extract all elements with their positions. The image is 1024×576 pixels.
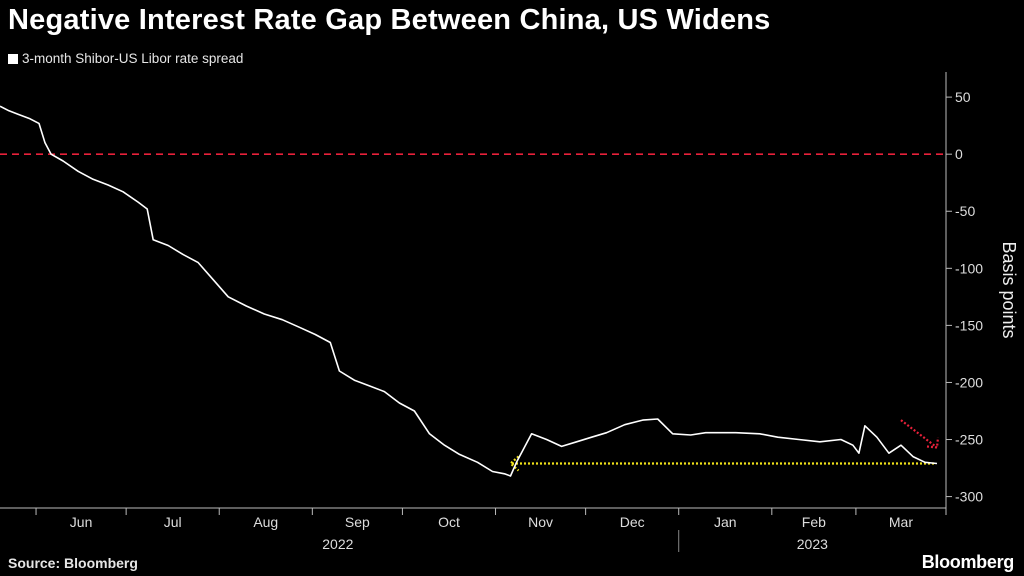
yellow-arrowhead (508, 455, 520, 472)
x-tick-label: Nov (528, 514, 553, 530)
source-note: Source: Bloomberg (8, 555, 138, 571)
x-year-label: 2023 (797, 536, 828, 552)
x-tick-label: Jul (164, 514, 182, 530)
x-tick-label: Sep (345, 514, 370, 530)
y-tick-label: 0 (955, 146, 963, 162)
series-line-spread (0, 105, 938, 477)
x-tick-label: Dec (620, 514, 645, 530)
x-tick-label: Jan (714, 514, 737, 530)
x-year-label: 2022 (322, 536, 353, 552)
x-tick-label: Oct (438, 514, 460, 530)
red-arrowhead (926, 437, 940, 449)
y-tick-label: -100 (955, 260, 983, 276)
y-tick-label: -200 (955, 374, 983, 390)
x-tick-label: Aug (253, 514, 278, 530)
y-tick-label: -50 (955, 203, 975, 219)
legend-label: 3-month Shibor-US Libor rate spread (22, 51, 244, 66)
y-axis-title: Basis points (999, 241, 1019, 338)
x-tick-label: Jun (70, 514, 93, 530)
y-tick-label: 50 (955, 89, 971, 105)
bloomberg-logo: Bloomberg (921, 552, 1015, 572)
x-tick-label: Feb (802, 514, 826, 530)
legend-swatch (8, 53, 18, 64)
y-tick-label: -150 (955, 317, 983, 333)
legend: 3-month Shibor-US Libor rate spread (8, 51, 243, 66)
chart-title: Negative Interest Rate Gap Between China… (8, 4, 771, 36)
red-dotted-arrow (900, 419, 938, 449)
y-tick-label: -250 (955, 432, 983, 448)
x-tick-label: Mar (889, 514, 913, 530)
y-tick-label: -300 (955, 489, 983, 505)
